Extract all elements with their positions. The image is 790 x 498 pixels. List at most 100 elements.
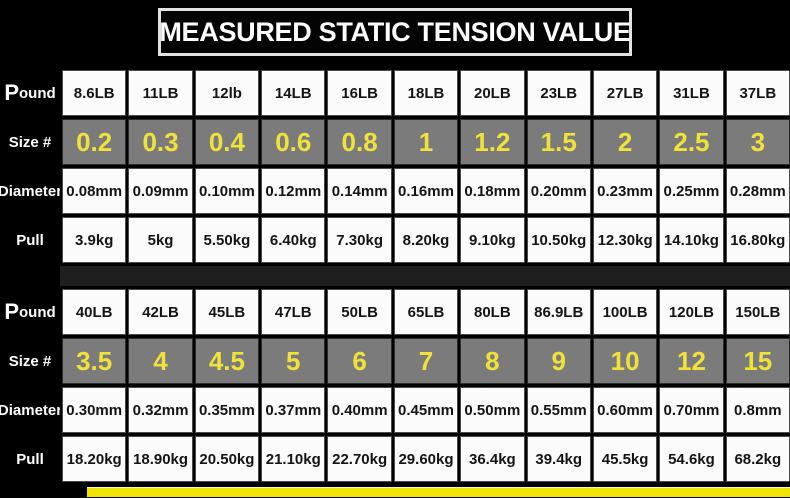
pound-value-cell: 150LB bbox=[725, 289, 790, 335]
page-title: MEASURED STATIC TENSION VALUE bbox=[159, 16, 631, 47]
diameter-value-cell: 0.12mm bbox=[261, 168, 326, 214]
row-label-diameter: Diameter bbox=[0, 168, 60, 214]
pull-value-cell: 45.5kg bbox=[592, 436, 658, 482]
pound-value-cell: 37LB bbox=[725, 70, 790, 116]
diameter-value-cell: 0.37mm bbox=[261, 387, 326, 433]
diameter-value-cell: 0.30mm bbox=[62, 387, 127, 433]
pull-value-cell: 6.40kg bbox=[261, 217, 326, 263]
diameter-value-cell: 0.23mm bbox=[592, 168, 658, 214]
pull-value-cell: 3.9kg bbox=[62, 217, 127, 263]
row-size: Size #3.5 4 4.5 5 6 7 8 9 10 12 15 bbox=[0, 338, 790, 384]
pound-value-cell: 27LB bbox=[592, 70, 658, 116]
size-value-cell: 3 bbox=[725, 119, 790, 165]
pound-value-cell: 8.6LB bbox=[62, 70, 127, 116]
row-label-size: Size # bbox=[0, 338, 60, 384]
pound-value-cell: 50LB bbox=[327, 289, 392, 335]
size-value-cell: 1.5 bbox=[526, 119, 591, 165]
size-value-cell: 4.5 bbox=[194, 338, 260, 384]
pull-value-cell: 8.20kg bbox=[393, 217, 459, 263]
pull-value-cell: 54.6kg bbox=[659, 436, 724, 482]
pull-value-cell: 22.70kg bbox=[327, 436, 392, 482]
size-value-cell: 1.2 bbox=[460, 119, 525, 165]
pound-value-cell: 11LB bbox=[128, 70, 193, 116]
row-label-pull: Pull bbox=[0, 217, 60, 263]
pound-label-initial: P bbox=[4, 299, 20, 324]
bottom-accent-strip bbox=[87, 487, 790, 497]
size-value-cell: 4 bbox=[128, 338, 193, 384]
row-label-pull: Pull bbox=[0, 436, 60, 482]
pound-value-cell: 45LB bbox=[194, 289, 260, 335]
pull-value-cell: 10.50kg bbox=[526, 217, 591, 263]
pound-value-cell: 86.9LB bbox=[526, 289, 591, 335]
diameter-value-cell: 0.45mm bbox=[393, 387, 459, 433]
pull-value-cell: 7.30kg bbox=[327, 217, 392, 263]
row-label-diameter: Diameter bbox=[0, 387, 60, 433]
diameter-value-cell: 0.55mm bbox=[526, 387, 591, 433]
pound-value-cell: 31LB bbox=[659, 70, 724, 116]
diameter-value-cell: 0.25mm bbox=[659, 168, 724, 214]
diameter-value-cell: 0.8mm bbox=[725, 387, 790, 433]
row-pull: Pull 3.9kg 5kg 5.50kg 6.40kg 7.30kg 8.20kg 9.10… bbox=[0, 217, 790, 263]
pull-value-cell: 20.50kg bbox=[194, 436, 260, 482]
size-value-cell: 0.6 bbox=[261, 119, 326, 165]
title-box: MEASURED STATIC TENSION VALUE bbox=[158, 8, 632, 56]
size-value-cell: 0.4 bbox=[194, 119, 260, 165]
size-value-cell: 12 bbox=[659, 338, 724, 384]
pull-value-cell: 29.60kg bbox=[393, 436, 459, 482]
pound-value-cell: 100LB bbox=[592, 289, 658, 335]
pull-value-cell: 18.90kg bbox=[128, 436, 193, 482]
diameter-value-cell: 0.32mm bbox=[128, 387, 193, 433]
row-diameter: Diameter 0.30mm 0.32mm 0.35mm 0.37mm 0.40mm 0.… bbox=[0, 387, 790, 433]
pound-value-cell: 40LB bbox=[62, 289, 127, 335]
pull-value-cell: 16.80kg bbox=[725, 217, 790, 263]
pound-value-cell: 65LB bbox=[393, 289, 459, 335]
size-value-cell: 9 bbox=[526, 338, 591, 384]
size-value-cell: 7 bbox=[393, 338, 459, 384]
diameter-value-cell: 0.18mm bbox=[460, 168, 525, 214]
diameter-value-cell: 0.14mm bbox=[327, 168, 392, 214]
pound-value-cell: 16LB bbox=[327, 70, 392, 116]
size-value-cell: 8 bbox=[460, 338, 525, 384]
pull-value-cell: 14.10kg bbox=[659, 217, 724, 263]
size-value-cell: 3.5 bbox=[62, 338, 127, 384]
pull-value-cell: 12.30kg bbox=[592, 217, 658, 263]
size-value-cell: 0.3 bbox=[128, 119, 193, 165]
size-value-cell: 15 bbox=[725, 338, 790, 384]
diameter-value-cell: 0.50mm bbox=[460, 387, 525, 433]
size-value-cell: 0.2 bbox=[62, 119, 127, 165]
pound-value-cell: 14LB bbox=[261, 70, 326, 116]
pull-value-cell: 5kg bbox=[128, 217, 193, 263]
diameter-value-cell: 0.70mm bbox=[659, 387, 724, 433]
block-separator bbox=[60, 266, 790, 286]
pull-value-cell: 18.20kg bbox=[62, 436, 127, 482]
diameter-value-cell: 0.10mm bbox=[194, 168, 260, 214]
pound-value-cell: 23LB bbox=[526, 70, 591, 116]
size-value-cell: 2.5 bbox=[659, 119, 724, 165]
diameter-value-cell: 0.16mm bbox=[393, 168, 459, 214]
title-banner: MEASURED STATIC TENSION VALUE bbox=[0, 0, 790, 56]
diameter-value-cell: 0.20mm bbox=[526, 168, 591, 214]
row-diameter: Diameter 0.08mm 0.09mm 0.10mm 0.12mm 0.14mm 0.… bbox=[0, 168, 790, 214]
pull-value-cell: 21.10kg bbox=[261, 436, 326, 482]
size-value-cell: 0.8 bbox=[327, 119, 392, 165]
size-value-cell: 5 bbox=[261, 338, 326, 384]
pound-value-cell: 120LB bbox=[659, 289, 724, 335]
pull-value-cell: 68.2kg bbox=[725, 436, 790, 482]
pound-value-cell: 42LB bbox=[128, 289, 193, 335]
diameter-value-cell: 0.09mm bbox=[128, 168, 193, 214]
size-value-cell: 10 bbox=[592, 338, 658, 384]
pound-value-cell: 18LB bbox=[393, 70, 459, 116]
pull-value-cell: 36.4kg bbox=[460, 436, 525, 482]
row-pull: Pull 18.20kg 18.90kg 20.50kg 21.10kg 22.70kg 2… bbox=[0, 436, 790, 482]
pull-value-cell: 9.10kg bbox=[460, 217, 525, 263]
pound-value-cell: 20LB bbox=[460, 70, 525, 116]
diameter-value-cell: 0.40mm bbox=[327, 387, 392, 433]
row-label-size: Size # bbox=[0, 119, 60, 165]
row-size: Size #0.2 0.3 0.4 0.6 0.8 1 1.2 1.5 2 2.5 3 bbox=[0, 119, 790, 165]
pound-value-cell: 80LB bbox=[460, 289, 525, 335]
